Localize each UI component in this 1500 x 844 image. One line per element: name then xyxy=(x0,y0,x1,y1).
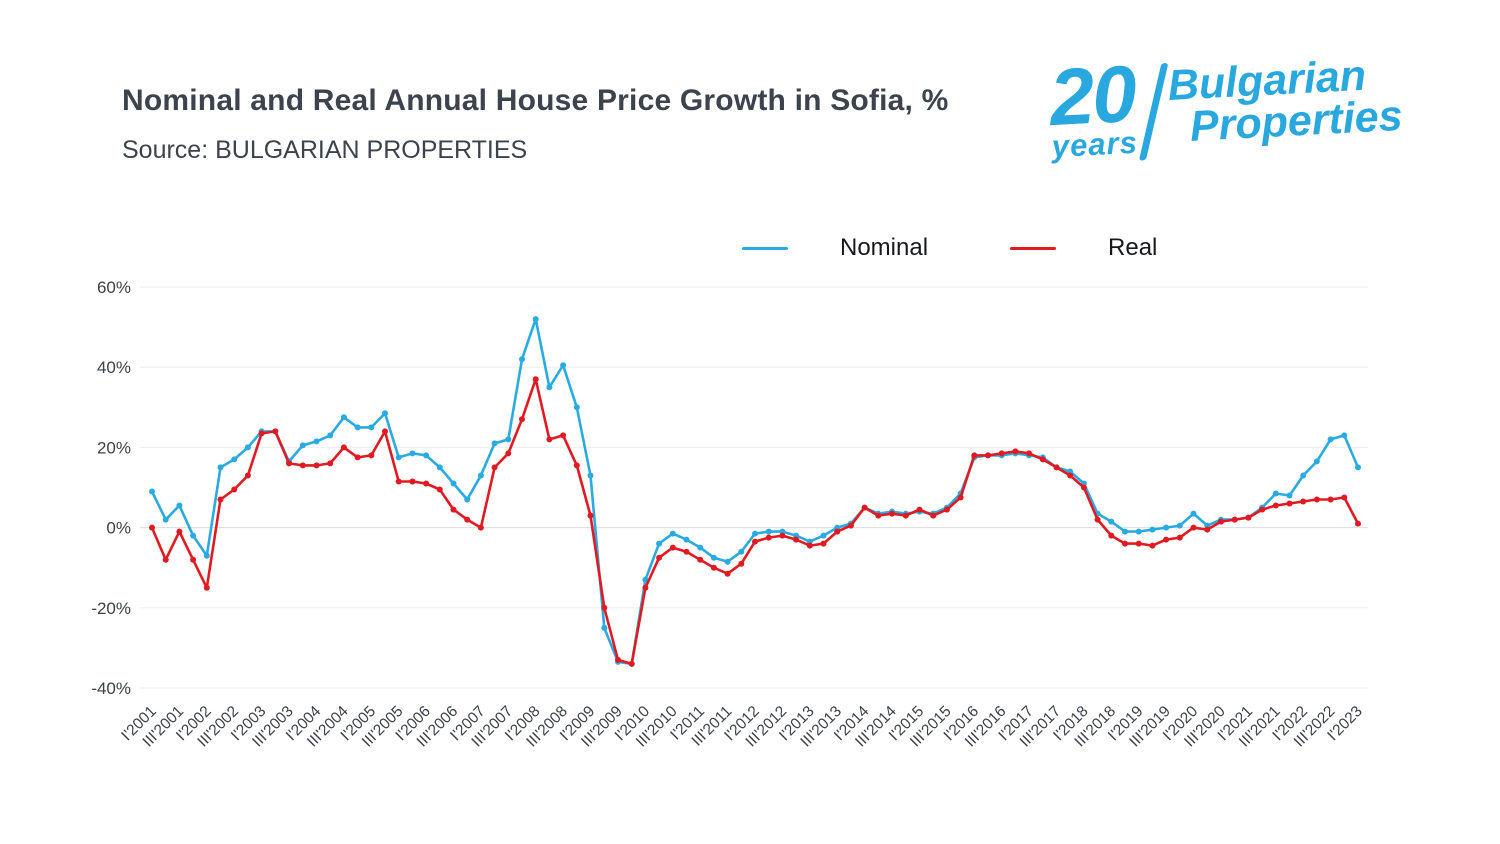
svg-text:20%: 20% xyxy=(97,438,131,457)
logo-slash-divider xyxy=(1138,62,1169,161)
svg-text:-40%: -40% xyxy=(91,679,131,698)
legend-label-real: Real xyxy=(1108,234,1158,261)
legend-item-real: Real xyxy=(1010,234,1157,262)
series-nominal-line xyxy=(149,316,1361,667)
svg-text:0%: 0% xyxy=(106,519,131,538)
page-title: Nominal and Real Annual House Price Grow… xyxy=(122,84,949,117)
svg-text:40%: 40% xyxy=(97,358,131,377)
chart-legend: Nominal Real xyxy=(742,234,1157,262)
logo-brand-name: Bulgarian Properties xyxy=(1167,49,1404,151)
svg-text:60%: 60% xyxy=(97,278,131,297)
x-axis-labels: I'2001III'2001I'2002III'2002I'2003III'20… xyxy=(118,703,1366,751)
series-real-line xyxy=(149,376,1361,667)
gridlines xyxy=(140,286,1368,689)
logo-brand-line2: Properties xyxy=(1188,91,1404,151)
svg-text:-20%: -20% xyxy=(91,599,131,618)
nominal-line-swatch xyxy=(742,246,788,250)
real-line-swatch xyxy=(1010,246,1057,250)
logo-years-label: years xyxy=(1050,125,1139,165)
brand-logo: 20 years Bulgarian Properties xyxy=(1047,48,1404,166)
logo-number: 20 xyxy=(1047,48,1137,143)
source-label: Source: BULGARIAN PROPERTIES xyxy=(122,136,528,164)
y-axis-labels: 60% 40% 20% 0% -20% -40% xyxy=(91,278,131,698)
legend-item-nominal: Nominal xyxy=(742,234,928,262)
logo-20-years-block: 20 years xyxy=(1047,48,1139,166)
legend-label-nominal: Nominal xyxy=(840,234,929,261)
